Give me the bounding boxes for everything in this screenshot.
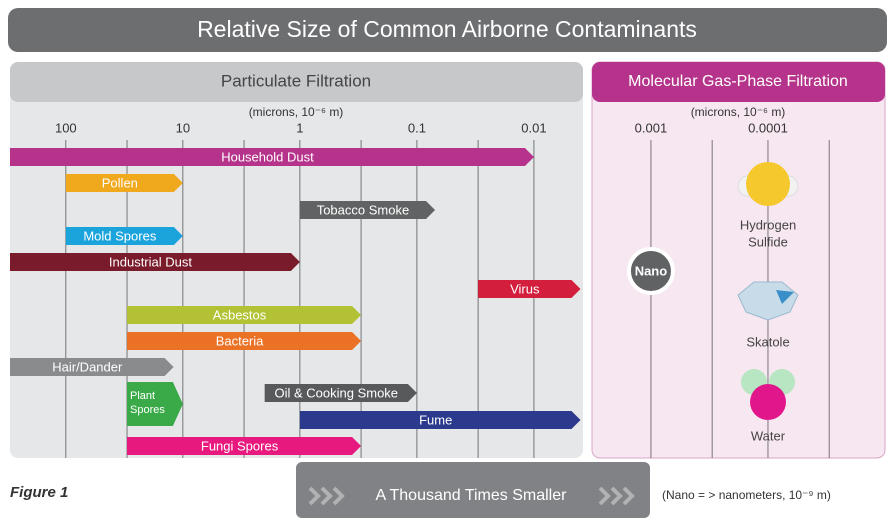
bar-label: Industrial Dust xyxy=(109,254,192,269)
molecule-label: Hydrogen xyxy=(740,217,796,232)
bar-label: Mold Spores xyxy=(83,228,156,243)
molecule-label: Water xyxy=(751,428,786,443)
molecule-label: Sulfide xyxy=(748,234,788,249)
water-atom xyxy=(750,384,786,420)
x-tick-label: 1 xyxy=(296,120,303,135)
bar-label: Tobacco Smoke xyxy=(317,202,410,217)
bar-label: Household Dust xyxy=(221,149,314,164)
axis-label: (microns, 10⁻⁶ m) xyxy=(691,105,786,119)
nano-label: Nano xyxy=(635,263,668,278)
bar-label: Virus xyxy=(510,281,540,296)
panel-title: Particulate Filtration xyxy=(221,71,371,90)
molecule-label: Skatole xyxy=(746,334,789,349)
x-tick-label: 10 xyxy=(176,120,190,135)
x-tick-label: 100 xyxy=(55,120,77,135)
h2s-atom xyxy=(746,162,790,206)
chart: Relative Size of Common Airborne Contami… xyxy=(0,0,895,518)
axis-label: (microns, 10⁻⁶ m) xyxy=(249,105,344,119)
chart-title: Relative Size of Common Airborne Contami… xyxy=(197,16,697,42)
footnote: (Nano = > nanometers, 10⁻⁹ m) xyxy=(662,488,831,502)
bar-label: Pollen xyxy=(102,175,138,190)
x-tick-label: 0.001 xyxy=(635,120,668,135)
bar-label: Fungi Spores xyxy=(201,438,279,453)
bar-label: Oil & Cooking Smoke xyxy=(274,385,398,400)
figure-label: Figure 1 xyxy=(10,484,68,501)
bar-label: Fume xyxy=(419,412,452,427)
bar-label: Hair/Dander xyxy=(52,359,123,374)
x-tick-label: 0.0001 xyxy=(748,120,788,135)
banner-text: A Thousand Times Smaller xyxy=(376,487,568,504)
x-tick-label: 0.01 xyxy=(521,120,546,135)
bar-label: Asbestos xyxy=(213,307,267,322)
bar-label: Bacteria xyxy=(216,333,264,348)
x-tick-label: 0.1 xyxy=(408,120,426,135)
panel-title: Molecular Gas-Phase Filtration xyxy=(628,73,848,90)
